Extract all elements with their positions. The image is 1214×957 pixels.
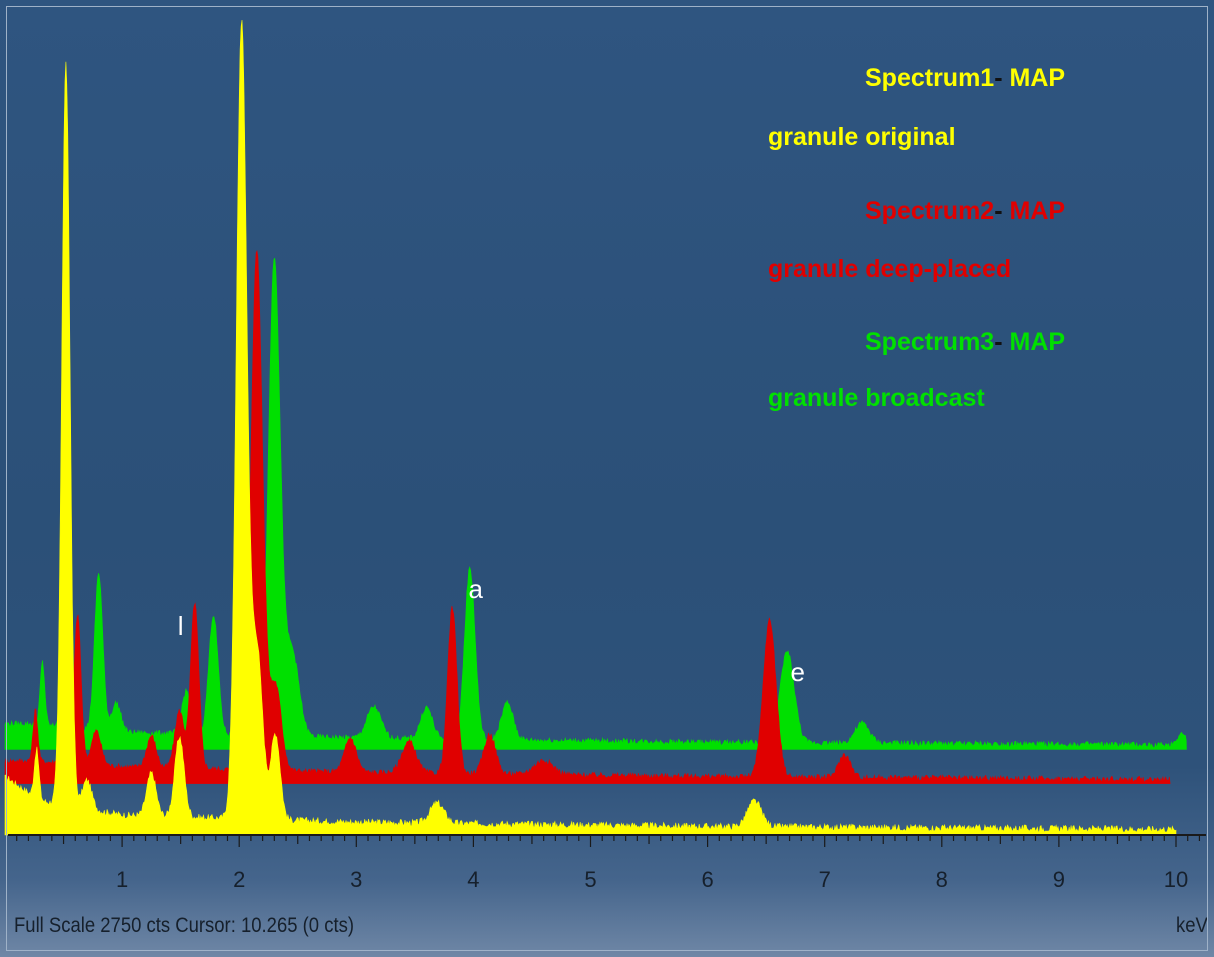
legend-spectrum3-sep: - bbox=[994, 328, 1003, 356]
peak-annotation-a: a bbox=[469, 574, 484, 604]
legend-spectrum3-title: Spectrum3- MAP bbox=[865, 328, 1065, 357]
status-full-scale-cursor: Full Scale 2750 cts Cursor: 10.265 (0 ct… bbox=[14, 914, 354, 937]
peak-annotation-e: e bbox=[791, 657, 805, 687]
legend-spectrum1-name: Spectrum1 bbox=[865, 64, 995, 92]
x-tick-label-4: 4 bbox=[467, 867, 479, 892]
x-tick-label-6: 6 bbox=[701, 867, 713, 892]
x-tick-label-9: 9 bbox=[1053, 867, 1065, 892]
x-tick-label-10: 10 bbox=[1164, 867, 1188, 892]
legend-spectrum3-desc: granule broadcast bbox=[768, 384, 985, 412]
peak-annotation-l: l bbox=[178, 611, 184, 641]
legend-spectrum2-sep: - bbox=[994, 197, 1003, 225]
legend-spectrum2-suffix: MAP bbox=[1002, 197, 1066, 225]
x-axis-unit-label: keV bbox=[1176, 914, 1208, 937]
legend-spectrum1-title: Spectrum1- MAP bbox=[865, 64, 1065, 93]
x-tick-label-1: 1 bbox=[116, 867, 128, 892]
legend-spectrum2-title: Spectrum2- MAP bbox=[865, 197, 1065, 226]
x-tick-label-3: 3 bbox=[350, 867, 362, 892]
series-area-spectrum1 bbox=[4, 19, 1177, 836]
legend-spectrum3-name: Spectrum3 bbox=[865, 328, 995, 356]
legend-spectrum1-suffix: MAP bbox=[1002, 64, 1066, 92]
x-tick-label-2: 2 bbox=[233, 867, 245, 892]
legend-spectrum1-desc: granule original bbox=[768, 123, 956, 151]
x-tick-label-8: 8 bbox=[936, 867, 948, 892]
legend-spectrum2-name: Spectrum2 bbox=[865, 197, 995, 225]
legend-spectrum2-desc: granule deep-placed bbox=[768, 255, 1012, 283]
series-layer bbox=[4, 19, 1187, 836]
x-axis: 1 2 3 4 5 6 7 8 9 10 bbox=[8, 834, 1206, 892]
legend-spectrum3-suffix: MAP bbox=[1002, 328, 1066, 356]
x-tick-label-7: 7 bbox=[819, 867, 831, 892]
annotations: l a e bbox=[178, 574, 805, 687]
series-area-spectrum2 bbox=[4, 249, 1171, 784]
legend-spectrum1-sep: - bbox=[994, 64, 1003, 92]
x-tick-label-5: 5 bbox=[584, 867, 596, 892]
